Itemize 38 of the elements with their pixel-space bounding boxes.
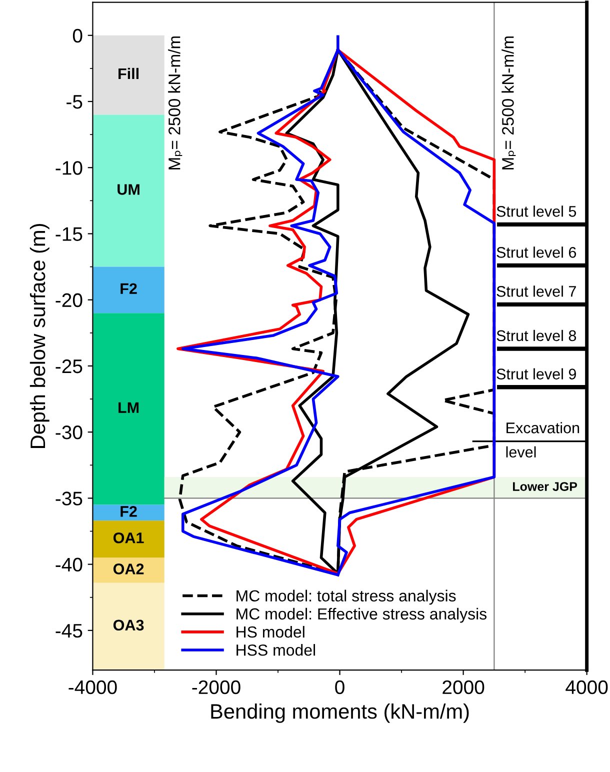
y-tick-label: -10 — [56, 161, 82, 175]
y-tick-label: -15 — [56, 227, 82, 241]
x-tick-label: 0 — [335, 680, 344, 694]
band-label: Fill — [118, 68, 138, 79]
y-tick-label: -30 — [56, 426, 82, 440]
band-label: Lower JGP — [513, 482, 578, 491]
band-label: F2 — [120, 283, 137, 294]
band-label: F2 — [120, 506, 137, 517]
x-tick-label: 4000 — [566, 680, 608, 694]
annotation: Mₚ= 2500 kN-m/m — [168, 36, 182, 170]
x-axis-title: Bending moments (kN-m/m) — [211, 704, 469, 723]
ref-line-label: Strut level 9 — [496, 368, 576, 380]
band-label: UM — [118, 184, 140, 195]
band-label: OA1 — [113, 532, 144, 544]
y-axis-title: Depth below surface (m) — [30, 224, 50, 448]
legend-label: HSS model — [236, 644, 315, 656]
legend-label: HS model — [236, 626, 304, 638]
legend-label: MC model: total stress analysis — [236, 590, 456, 605]
ref-line-label: Strut level 6 — [496, 246, 576, 258]
y-tick-label: -5 — [66, 95, 82, 109]
ref-line-label: Strut level 5 — [496, 206, 576, 217]
x-tick-label: 2000 — [442, 680, 484, 694]
ref-line-label: Strut level 8 — [496, 330, 576, 342]
ref-line-label: Mₚ= 2500 kN-m/m — [502, 36, 516, 170]
y-tick-label: -45 — [56, 624, 82, 638]
x-tick-label: -4000 — [68, 680, 117, 694]
band-label: LM — [118, 402, 139, 413]
y-tick-label: -25 — [56, 359, 82, 374]
y-tick-label: -35 — [56, 492, 82, 506]
x-tick-label: -2000 — [192, 680, 240, 694]
band-label: OA3 — [113, 620, 144, 631]
band-label: OA2 — [113, 564, 144, 574]
y-tick-label: -40 — [56, 558, 82, 572]
legend-label: MC model: Effective stress analysis — [236, 608, 487, 623]
y-tick-label: -20 — [56, 293, 82, 308]
y-tick-label: 0 — [72, 28, 82, 43]
ref-line-label: Strut level 7 — [496, 286, 576, 297]
ref-line-label: Excavation level — [506, 422, 580, 458]
